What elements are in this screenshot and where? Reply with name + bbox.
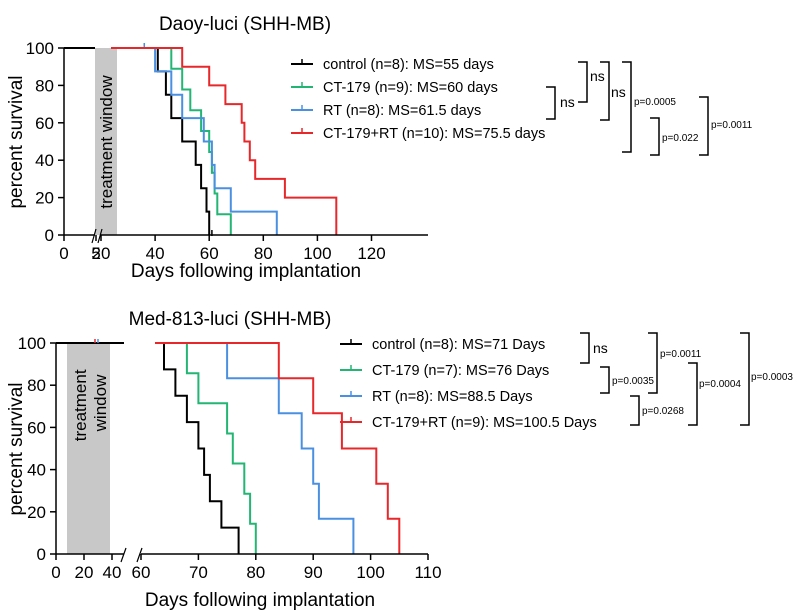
legend-label-control: control (n=8): MS=55 days (323, 57, 494, 73)
axis-break-mark (136, 547, 143, 563)
treatment-window-label: treatment window (71, 365, 110, 442)
x-tick-label: 5 (91, 244, 100, 263)
comparison-label: ns (593, 340, 608, 356)
survival-curve-ct179 (155, 342, 257, 554)
treatment-window-band (95, 48, 117, 235)
chart-title: Med-813-luci (SHH-MB) (129, 309, 332, 330)
y-tick-label: 0 (37, 545, 46, 564)
y-tick-label: 80 (27, 376, 46, 395)
x-ticks: 0 20 40 60 70 80 90 100 110 (51, 554, 442, 582)
legend: control (n=8): MS=55 days CT-179 (n=9): M… (291, 57, 545, 142)
x-tick-label: 0 (51, 563, 60, 582)
x-tick-label: 80 (246, 563, 265, 582)
comparison-label: p=0.0004 (699, 379, 741, 390)
x-tick-label: 20 (75, 563, 94, 582)
x-tick-label: 70 (189, 563, 208, 582)
bracket (650, 117, 660, 156)
x-tick-label: 40 (146, 244, 165, 263)
y-tick-label: 60 (27, 418, 46, 437)
legend-label-combo: CT-179+RT (n=9): MS=100.5 Days (372, 415, 597, 431)
y-tick-label: 20 (35, 189, 54, 208)
comparison-label: ns (560, 94, 575, 110)
treatment-window-label: treatment window (97, 75, 116, 209)
treatment-window-band (67, 343, 110, 554)
y-tick-label: 100 (18, 334, 46, 353)
comparison-label: p=0.0005 (634, 97, 676, 108)
axis-break-mark (97, 228, 103, 244)
y-tick-label: 100 (26, 39, 54, 58)
x-tick-label: 60 (132, 563, 151, 582)
x-tick-label: 0 (59, 244, 68, 263)
x-tick-label: 20 (92, 244, 111, 263)
bracket (578, 61, 588, 103)
x-axis-label: Days following implantation (131, 261, 361, 282)
x-tick-label: 110 (414, 563, 441, 582)
panel-daoy: Daoy-luci (SHH-MB) treatment window 0 20 4… (6, 14, 753, 282)
x-tick-label: 40 (103, 563, 122, 582)
legend-label-ct179: CT-179 (n=9): MS=60 days (323, 80, 498, 96)
bracket (630, 395, 640, 426)
significance-brackets (580, 332, 750, 426)
bracket (699, 96, 709, 156)
y-ticks: 0 20 40 60 80 100 (26, 39, 64, 245)
legend-label-control: control (n=8): MS=71 Days (372, 337, 545, 353)
plot-marks (64, 43, 338, 236)
x-tick-label: 120 (357, 244, 385, 263)
comparison-label: ns (611, 84, 626, 100)
comparison-label: p=0.0268 (642, 406, 684, 417)
axis-break-mark (91, 228, 97, 244)
x-ticks: 0 520 40 60 80 100 120 (59, 235, 386, 263)
y-ticks: 0 20 40 60 80 100 (18, 334, 56, 564)
y-tick-label: 40 (27, 461, 46, 480)
comparison-label: p=0.022 (662, 133, 699, 144)
y-axis-label: percent survival (6, 382, 27, 515)
legend-label-rt: RT (n=8): MS=88.5 Days (372, 389, 533, 405)
bracket (740, 332, 750, 426)
x-tick-label: 100 (356, 563, 384, 582)
x-tick-label: 60 (200, 244, 219, 263)
comparison-label: p=0.0011 (711, 120, 753, 131)
comparison-label: ns (590, 68, 605, 84)
x-axis-label: Days following implantation (145, 590, 375, 611)
comparison-label: p=0.0011 (660, 349, 702, 360)
y-tick-label: 40 (35, 151, 54, 170)
bracket (600, 61, 610, 121)
bracket (622, 61, 632, 153)
comparison-label: p=0.0035 (612, 376, 654, 387)
survival-curve-control (111, 47, 211, 235)
bracket (648, 332, 658, 394)
x-tick-label: 80 (254, 244, 273, 263)
significance-brackets (546, 61, 709, 156)
bracket (600, 366, 610, 394)
survival-curve-control (155, 342, 240, 554)
survival-curve-rt (155, 342, 355, 554)
survival-curve-combo (111, 47, 338, 235)
x-tick-label: 100 (303, 244, 331, 263)
y-axis-label: percent survival (6, 75, 27, 208)
bracket (688, 362, 698, 426)
survival-curve-rt (111, 47, 278, 235)
y-tick-label: 20 (27, 503, 46, 522)
legend-label-combo: CT-179+RT (n=10): MS=75.5 days (323, 126, 545, 142)
chart-title: Daoy-luci (SHH-MB) (159, 14, 331, 35)
panel-med813: Med-813-luci (SHH-MB) treatment window 0… (6, 309, 793, 611)
survival-curve-combo (155, 342, 401, 554)
legend: control (n=8): MS=71 Days CT-179 (n=7): M… (340, 337, 597, 431)
plot-marks (56, 339, 401, 554)
bracket (546, 86, 556, 120)
legend-label-rt: RT (n=8): MS=61.5 days (323, 103, 481, 119)
y-tick-label: 0 (45, 226, 54, 245)
survival-curve-ct179 (111, 47, 232, 235)
x-tick-label: 90 (304, 563, 323, 582)
legend-label-ct179: CT-179 (n=7): MS=76 Days (372, 363, 549, 379)
comparison-label: p=0.0003 (751, 372, 793, 383)
y-tick-label: 60 (35, 114, 54, 133)
y-tick-label: 80 (35, 76, 54, 95)
axis-break-mark (120, 547, 127, 563)
bracket (580, 332, 590, 364)
